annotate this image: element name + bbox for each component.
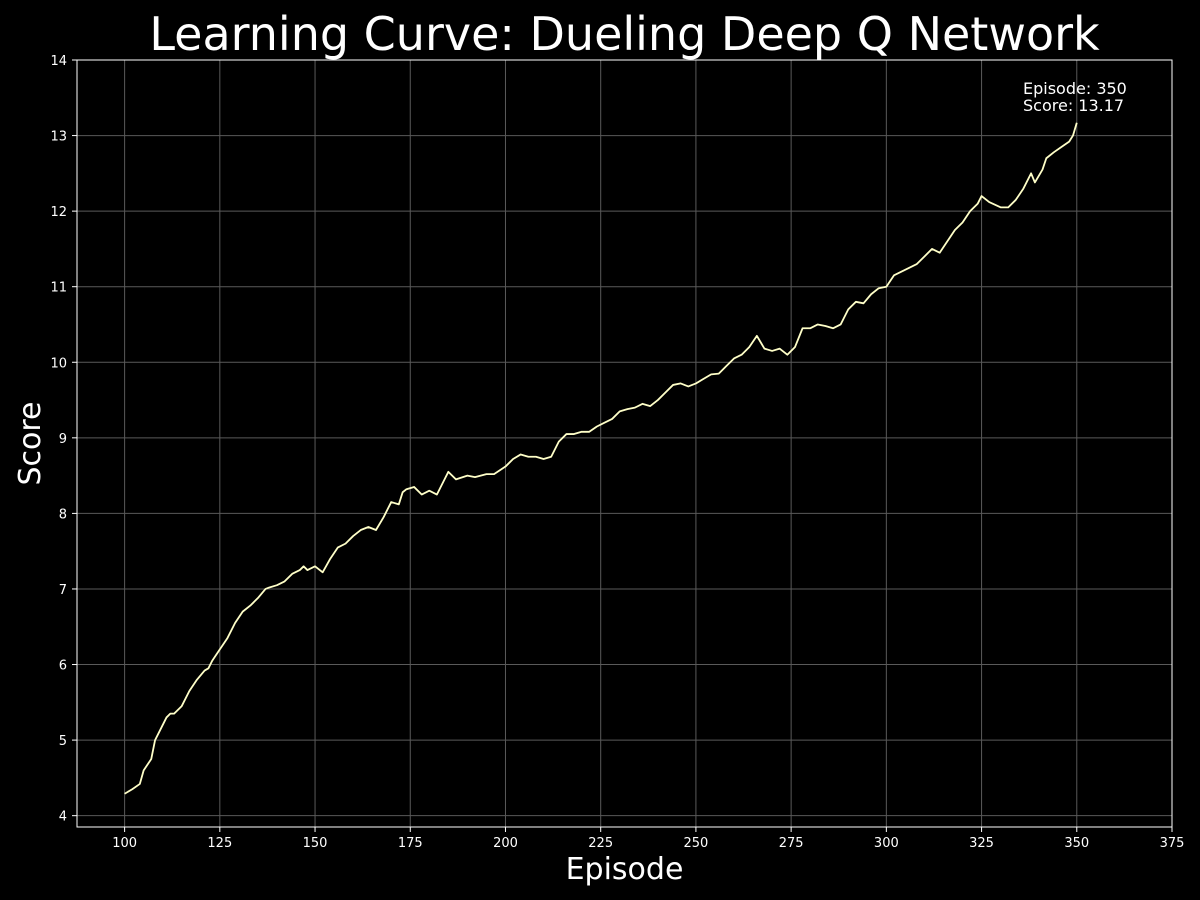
plot-area-frame: [76, 59, 1173, 828]
y-tick-label: 8: [59, 507, 67, 522]
chart-title: Learning Curve: Dueling Deep Q Network: [149, 7, 1100, 61]
annotation-score: Score: 13.17: [1023, 96, 1124, 115]
x-tick-label: 200: [493, 836, 518, 851]
x-tick-label: 125: [207, 836, 232, 851]
x-tick-label: 350: [1064, 836, 1089, 851]
x-tick-label: 100: [112, 836, 137, 851]
y-tick-label: 14: [50, 54, 67, 69]
axis-ticks: 100 125 150 175 200 225 250 275 300 325 350 375 4 5 6 7…: [50, 54, 1184, 851]
x-axis-label: Episode: [566, 852, 684, 887]
y-tick-label: 12: [50, 205, 67, 220]
x-tick-label: 375: [1160, 836, 1185, 851]
x-tick-label: 225: [588, 836, 613, 851]
y-tick-label: 9: [59, 432, 67, 447]
y-tick-label: 7: [59, 583, 67, 598]
y-axis-label: Score: [13, 401, 48, 485]
x-tick-label: 175: [398, 836, 423, 851]
series-line-score: [124, 122, 1078, 795]
x-tick-label: 275: [779, 836, 804, 851]
x-tick-label: 250: [683, 836, 708, 851]
y-tick-label: 10: [50, 356, 67, 371]
y-tick-label: 13: [50, 130, 67, 145]
y-tick-label: 5: [59, 734, 67, 749]
x-tick-label: 325: [969, 836, 994, 851]
annotation-episode: Episode: 350: [1023, 79, 1127, 98]
y-tick-label: 4: [59, 810, 67, 825]
x-tick-label: 300: [874, 836, 899, 851]
y-tick-label: 6: [59, 659, 67, 674]
x-tick-label: 150: [303, 836, 328, 851]
y-tick-label: 11: [50, 281, 67, 296]
